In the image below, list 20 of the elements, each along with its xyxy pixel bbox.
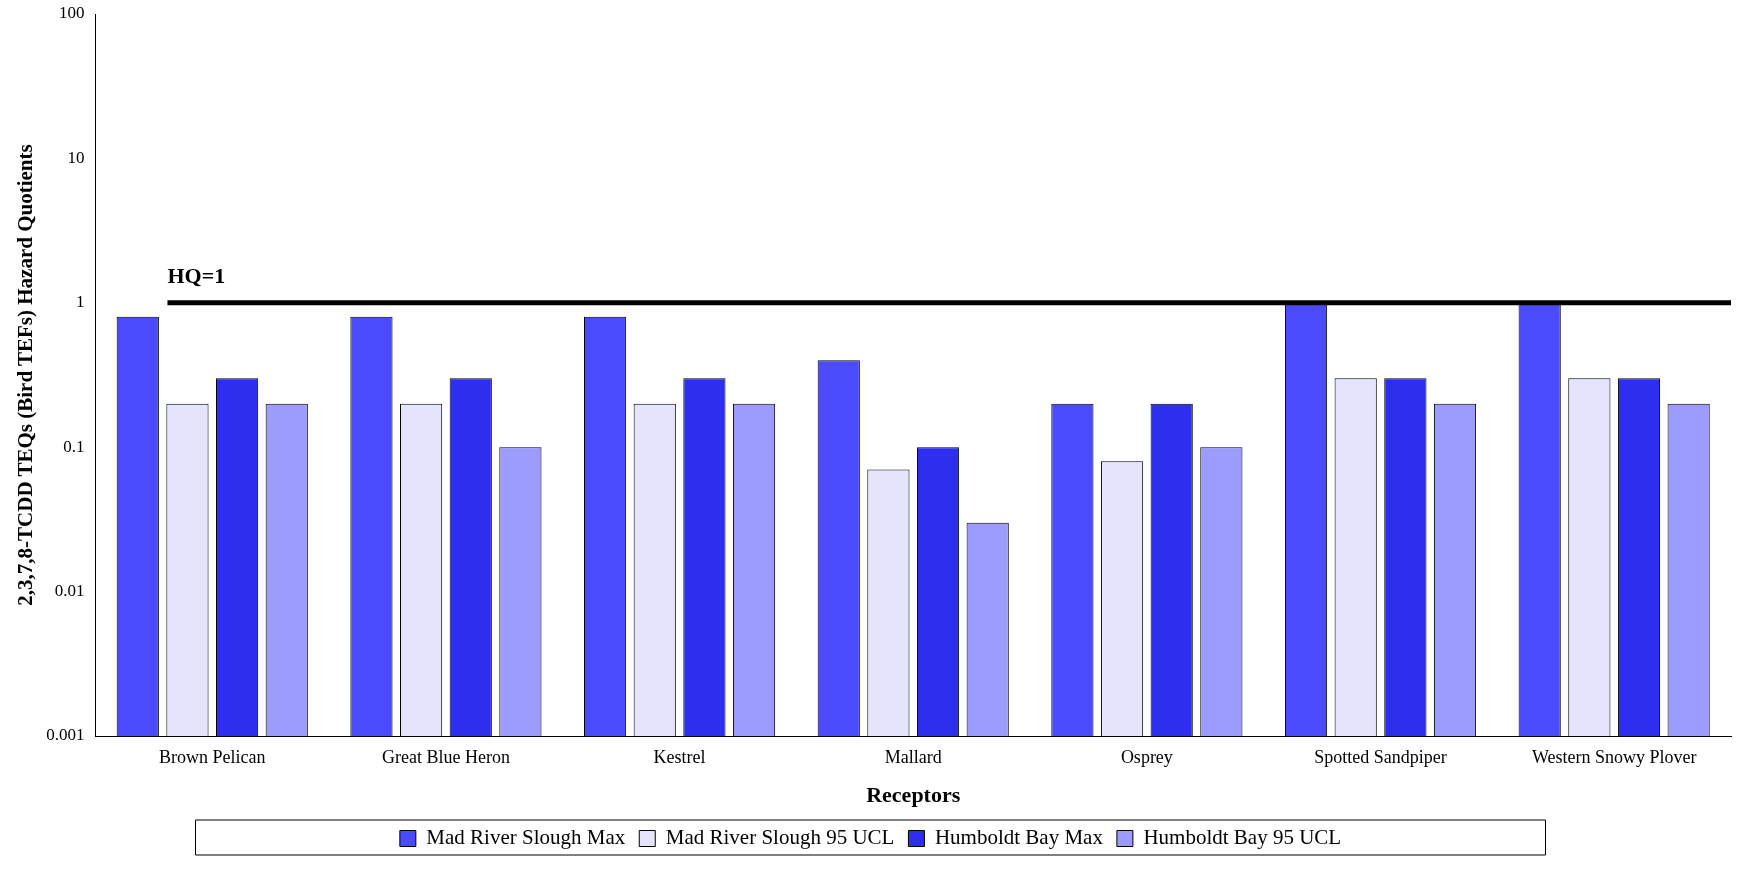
x-tick-label: Mallard — [884, 746, 942, 767]
y-tick-label: 0.001 — [46, 725, 85, 745]
y-tick-label: 10 — [67, 147, 85, 167]
y-tick-label: 0.01 — [54, 581, 85, 601]
x-tick-label: Osprey — [1120, 746, 1173, 767]
x-tick-label: Kestrel — [653, 746, 706, 767]
y-axis-title: 2,3,7,8-TCDD TEQs (Bird TEFs) Hazard Quotients — [13, 144, 38, 606]
legend-label: Mad River Slough Max — [426, 825, 626, 850]
legend-label: Mad River Slough 95 UCL — [665, 825, 895, 850]
y-tick-label: 100 — [58, 3, 85, 23]
y-tick-label: 0.1 — [63, 436, 85, 456]
legend-label: Humboldt Bay Max — [934, 825, 1104, 850]
legend-label: Humboldt Bay 95 UCL — [1143, 825, 1342, 850]
x-tick-label: Brown Pelican — [159, 746, 266, 767]
y-tick-label: 1 — [75, 292, 85, 312]
ref-line-label: HQ=1 — [167, 263, 226, 289]
x-tick-label: Spotted Sandpiper — [1314, 746, 1447, 767]
x-tick-label: Western Snowy Plover — [1531, 746, 1697, 767]
x-axis-title: Receptors — [866, 782, 961, 808]
x-tick-label: Great Blue Heron — [381, 746, 510, 767]
